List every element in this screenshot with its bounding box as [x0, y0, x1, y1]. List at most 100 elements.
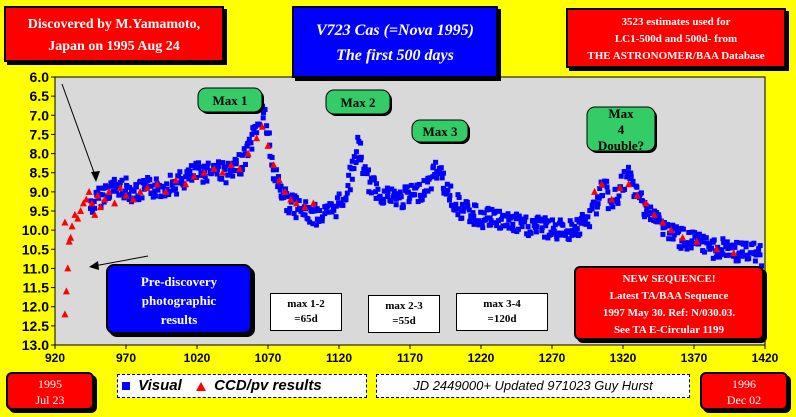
visual-point: [444, 181, 450, 187]
visual-point: [353, 159, 359, 165]
visual-point: [161, 184, 167, 190]
visual-point: [372, 189, 378, 195]
prediscovery-box: Pre-discovery photographic results: [106, 264, 252, 334]
visual-point: [654, 219, 660, 225]
visual-point: [742, 253, 748, 259]
interval-1-line1: max 1-2: [287, 298, 325, 310]
discovery-box: Discovered by M.Yamamoto, Japan on 1995 …: [4, 6, 224, 62]
visual-point: [734, 239, 740, 245]
visual-point: [555, 230, 561, 236]
visual-point: [405, 189, 411, 195]
visual-point: [671, 232, 677, 238]
prediscovery-line3: results: [160, 312, 198, 327]
visual-point: [355, 134, 361, 140]
visual-point: [729, 245, 735, 251]
max-label-text: Max: [608, 106, 634, 121]
ccd-point: [292, 199, 300, 207]
visual-point: [455, 192, 461, 198]
visual-point: [515, 226, 521, 232]
start-date-line2: Jul 23: [35, 393, 65, 407]
visual-point: [88, 198, 94, 204]
visual-point: [658, 218, 664, 224]
ccd-point: [633, 191, 641, 199]
visual-point: [698, 236, 704, 242]
visual-point: [460, 208, 466, 214]
ccd-point: [65, 237, 73, 245]
visual-point: [363, 167, 369, 173]
visual-point: [177, 169, 183, 175]
visual-point: [373, 181, 379, 187]
visual-point: [479, 220, 485, 226]
visual-point: [757, 243, 763, 249]
title-box: V723 Cas (=Nova 1995) The first 500 days: [292, 6, 498, 78]
visual-point: [278, 183, 284, 189]
visual-point: [331, 207, 337, 213]
visual-point: [344, 190, 350, 196]
visual-point: [333, 214, 339, 220]
visual-point: [264, 123, 270, 129]
visual-point: [466, 207, 472, 213]
y-tick-label: 6.5: [30, 88, 50, 104]
ccd-point: [309, 199, 317, 207]
x-tick-label: 970: [116, 351, 136, 365]
visual-point: [552, 222, 558, 228]
visual-point: [545, 235, 551, 241]
visual-point: [465, 203, 471, 209]
visual-point: [492, 220, 498, 226]
visual-point: [710, 255, 716, 261]
visual-point: [648, 204, 654, 210]
visual-point: [505, 211, 511, 217]
visual-point: [306, 205, 312, 211]
ccd-point: [598, 180, 606, 188]
prediscovery-arrowhead: [89, 261, 99, 270]
ccd-point: [116, 184, 124, 192]
ccd-point: [236, 164, 244, 172]
max-label-text: Double?: [598, 138, 644, 153]
visual-point: [367, 179, 373, 185]
visual-point: [513, 216, 519, 222]
visual-point: [748, 250, 754, 256]
visual-point: [566, 236, 572, 242]
start-date-line1: 1995: [38, 377, 62, 391]
visual-point: [470, 210, 476, 216]
visual-point: [594, 204, 600, 210]
visual-point: [468, 213, 474, 219]
visual-point: [566, 229, 572, 235]
visual-point: [351, 165, 357, 171]
visual-point: [563, 232, 569, 238]
visual-point: [525, 233, 531, 239]
visual-point: [743, 240, 749, 246]
visual-point: [333, 203, 339, 209]
visual-point: [112, 183, 118, 189]
visual-point: [539, 218, 545, 224]
visual-point: [302, 212, 308, 218]
visual-point: [616, 193, 622, 199]
max-label-box: [325, 89, 391, 115]
visual-point: [303, 199, 309, 205]
visual-point: [326, 209, 332, 215]
visual-point: [487, 215, 493, 221]
visual-point: [751, 240, 757, 246]
max-label-box: [197, 87, 263, 113]
visual-point: [119, 191, 125, 197]
visual-point: [358, 140, 364, 146]
visual-point: [347, 187, 353, 193]
visual-point: [589, 202, 595, 208]
visual-point: [464, 200, 470, 206]
ccd-legend-label: CCD/pv results: [214, 377, 322, 394]
visual-point: [164, 181, 170, 187]
ccd-point: [642, 199, 650, 207]
interval-box-3: max 3-4 =120d: [456, 293, 548, 331]
max-label-box: [586, 106, 656, 152]
x-tick-label: 1120: [326, 351, 352, 365]
visual-point: [605, 189, 611, 195]
visual-point: [152, 188, 158, 194]
max-label-box: [411, 119, 469, 143]
visual-point: [368, 190, 374, 196]
title-line1: V723 Cas (=Nova 1995): [316, 22, 474, 39]
visual-point: [498, 216, 504, 222]
visual-point: [519, 224, 525, 230]
visual-point: [406, 199, 412, 205]
visual-point: [269, 154, 275, 160]
